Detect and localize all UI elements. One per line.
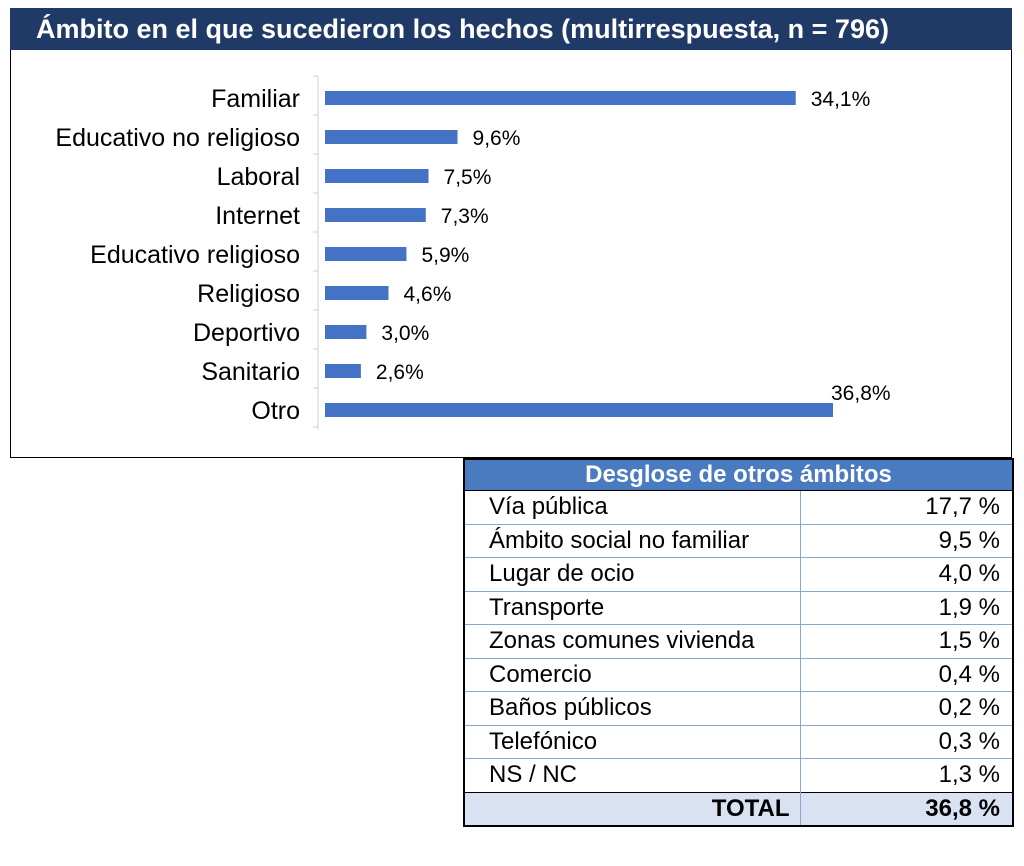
value-label: 7,5% xyxy=(444,166,492,189)
bar xyxy=(325,208,426,222)
row-value: 4,0 % xyxy=(799,557,1013,591)
category-label: Deportivo xyxy=(193,319,300,347)
row-label: Vía pública xyxy=(464,490,800,524)
row-label: Ámbito social no familiar xyxy=(464,523,800,558)
category-label: Laboral xyxy=(217,163,300,191)
row-label: Baños públicos xyxy=(464,691,800,725)
table-row: Transporte 1,9 % xyxy=(464,590,1013,625)
table-row: Zonas comunes vivienda 1,5 % xyxy=(464,624,1013,658)
table-row: Lugar de ocio 4,0 % xyxy=(464,557,1013,591)
bar xyxy=(325,286,389,300)
row-label: NS / NC xyxy=(464,758,800,792)
bar xyxy=(325,364,361,378)
total-row: TOTAL 36,8 % xyxy=(464,791,1013,826)
value-label: 9,6% xyxy=(473,127,521,150)
category-label: Sanitario xyxy=(201,358,300,386)
breakdown-table: Desglose de otros ámbitos Vía pública 17,… xyxy=(463,458,1014,827)
table-row: NS / NC 1,3 % xyxy=(464,758,1013,792)
value-label: 3,0% xyxy=(381,322,429,345)
bar xyxy=(325,91,796,105)
category-label: Educativo no religioso xyxy=(55,124,300,152)
category-label: Internet xyxy=(215,202,300,230)
value-label: 7,3% xyxy=(441,205,489,228)
value-label: 34,1% xyxy=(811,88,871,111)
table-row: Baños públicos 0,2 % xyxy=(464,691,1013,725)
row-label: Transporte xyxy=(464,590,800,625)
total-label: TOTAL xyxy=(464,791,800,826)
breakdown-title: Desglose de otros ámbitos xyxy=(464,459,1013,491)
row-label: Comercio xyxy=(464,657,800,692)
row-value: 1,9 % xyxy=(799,590,1013,625)
table-row: Telefónico 0,3 % xyxy=(464,724,1013,759)
row-value: 17,7 % xyxy=(799,490,1013,524)
value-label: 4,6% xyxy=(404,283,452,306)
value-label: 2,6% xyxy=(376,361,424,384)
value-label: 36,8% xyxy=(831,382,891,405)
bar-chart: Familiar 34,1% Educativo no religioso 9,6% L… xyxy=(55,75,891,430)
category-label: Religioso xyxy=(197,280,300,308)
chart-title: Ámbito en el que sucedieron los hechos (… xyxy=(10,8,1012,50)
row-value: 0,3 % xyxy=(799,724,1013,759)
table-row: Vía pública 17,7 % xyxy=(464,490,1013,524)
bar xyxy=(325,325,367,339)
row-label: Lugar de ocio xyxy=(464,557,800,591)
row-value: 1,3 % xyxy=(799,758,1013,792)
bar xyxy=(325,169,429,183)
total-value: 36,8 % xyxy=(799,791,1013,826)
row-value: 0,2 % xyxy=(799,691,1013,725)
category-label: Familiar xyxy=(211,85,300,113)
row-value: 1,5 % xyxy=(799,624,1013,658)
row-value: 0,4 % xyxy=(799,657,1013,692)
chart-frame xyxy=(10,8,1012,458)
category-label: Otro xyxy=(251,397,300,425)
row-label: Zonas comunes vivienda xyxy=(464,624,800,658)
row-label: Telefónico xyxy=(464,724,800,759)
table-row: Ámbito social no familiar 9,5 % xyxy=(464,523,1013,558)
bar xyxy=(325,247,407,261)
category-label: Educativo religioso xyxy=(90,241,300,269)
bar xyxy=(325,130,458,144)
value-label: 5,9% xyxy=(421,244,469,267)
bar xyxy=(325,403,833,417)
row-value: 9,5 % xyxy=(799,523,1013,558)
table-row: Comercio 0,4 % xyxy=(464,657,1013,692)
